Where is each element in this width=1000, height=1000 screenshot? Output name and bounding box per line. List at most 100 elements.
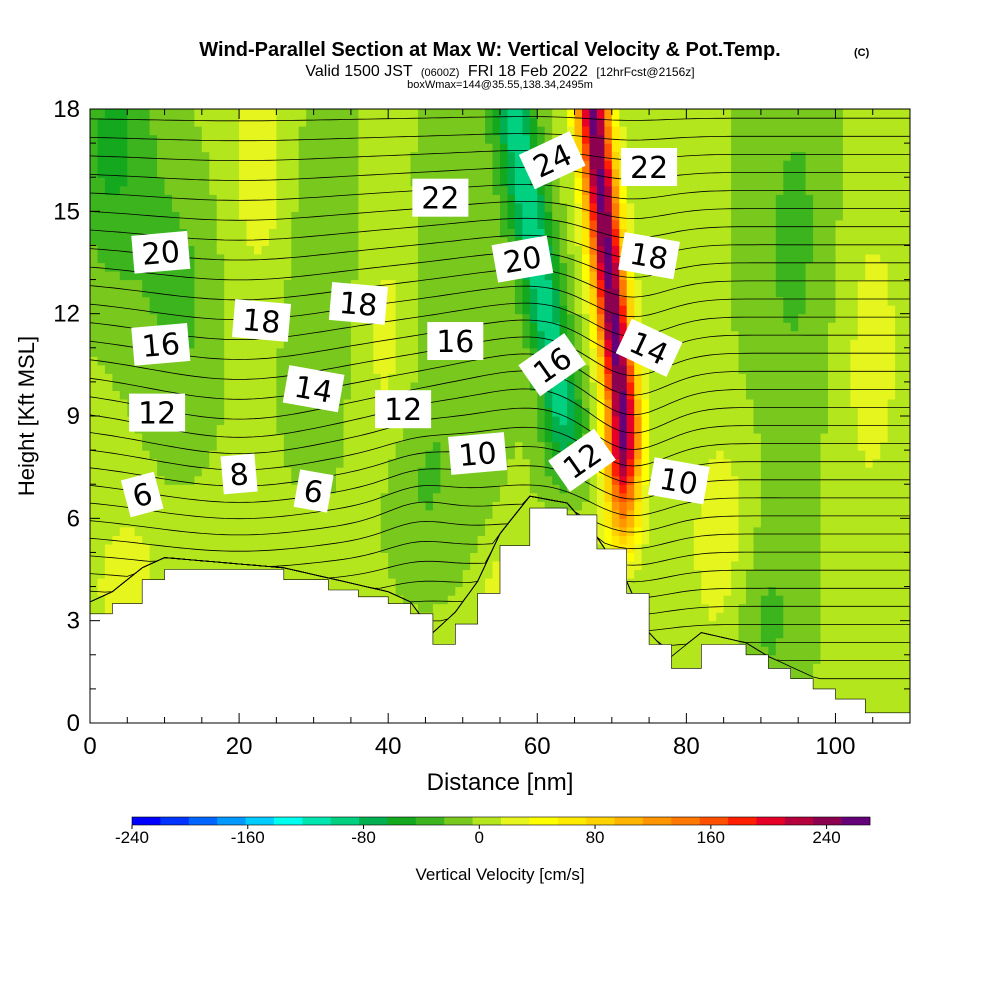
shade-cell bbox=[328, 219, 337, 229]
shade-cell bbox=[283, 202, 292, 212]
shade-cell bbox=[179, 202, 188, 212]
shade-cell bbox=[291, 467, 300, 477]
shade-cell bbox=[224, 526, 233, 536]
shade-cell bbox=[254, 407, 263, 417]
shade-cell bbox=[514, 202, 523, 212]
shade-cell bbox=[485, 424, 494, 434]
shade-cell bbox=[201, 484, 210, 494]
shade-cell bbox=[119, 398, 128, 408]
shade-cell bbox=[157, 177, 166, 187]
shade-cell bbox=[216, 552, 225, 562]
shade-cell bbox=[97, 109, 106, 119]
shade-cell bbox=[544, 185, 553, 195]
shade-cell bbox=[358, 475, 367, 485]
shade-cell bbox=[283, 484, 292, 494]
shade-cell bbox=[246, 211, 255, 221]
shade-cell bbox=[291, 552, 300, 562]
shade-cell bbox=[343, 424, 352, 434]
shade-cell bbox=[477, 561, 486, 571]
shade-cell bbox=[432, 433, 441, 443]
shade-cell bbox=[112, 518, 121, 528]
shade-cell bbox=[462, 398, 471, 408]
shade-cell bbox=[261, 441, 270, 451]
shade-cell bbox=[492, 313, 501, 323]
shade-cell bbox=[157, 433, 166, 443]
shade-cell bbox=[104, 578, 113, 588]
shade-cell bbox=[522, 194, 531, 204]
shade-cell bbox=[485, 578, 494, 588]
shade-cell bbox=[343, 501, 352, 511]
shade-cell bbox=[172, 168, 181, 178]
shade-cell bbox=[582, 492, 591, 502]
shade-cell bbox=[268, 160, 277, 170]
shade-cell bbox=[418, 296, 427, 306]
shade-cell bbox=[164, 518, 173, 528]
shade-cell bbox=[537, 117, 546, 127]
shade-cell bbox=[328, 450, 337, 460]
shade-cell bbox=[544, 433, 553, 443]
shade-cell bbox=[447, 535, 456, 545]
shade-cell bbox=[224, 398, 233, 408]
shade-cell bbox=[477, 492, 486, 502]
shade-cell bbox=[112, 211, 121, 221]
shade-cell bbox=[596, 356, 605, 366]
shade-cell bbox=[261, 245, 270, 255]
shade-cell bbox=[306, 228, 315, 238]
shade-cell bbox=[172, 475, 181, 485]
shade-cell bbox=[246, 117, 255, 127]
shade-cell bbox=[231, 168, 240, 178]
shade-cell bbox=[254, 450, 263, 460]
shade-cell bbox=[559, 262, 568, 272]
shade-cell bbox=[462, 219, 471, 229]
shade-cell bbox=[112, 134, 121, 144]
shade-cell bbox=[276, 356, 285, 366]
shade-cell bbox=[172, 561, 181, 571]
shade-cell bbox=[224, 219, 233, 229]
shade-cell bbox=[104, 219, 113, 229]
shade-cell bbox=[239, 364, 248, 374]
shade-cell bbox=[470, 202, 479, 212]
shade-cell bbox=[574, 236, 583, 246]
shade-cell bbox=[239, 339, 248, 349]
shade-cell bbox=[552, 177, 561, 187]
shade-cell bbox=[514, 117, 523, 127]
shade-cell bbox=[522, 288, 531, 298]
shade-cell bbox=[418, 526, 427, 536]
shade-cell bbox=[90, 330, 99, 340]
shade-cell bbox=[276, 416, 285, 426]
shade-cell bbox=[194, 492, 203, 502]
shade-cell bbox=[514, 151, 523, 161]
shade-cell bbox=[231, 177, 240, 187]
shade-cell bbox=[567, 109, 576, 119]
shade-cell bbox=[477, 236, 486, 246]
shade-cell bbox=[552, 236, 561, 246]
shade-cell bbox=[373, 177, 382, 187]
shade-cell bbox=[209, 484, 218, 494]
shade-cell bbox=[477, 177, 486, 187]
shade-cell bbox=[388, 305, 397, 315]
shade-cell bbox=[440, 143, 449, 153]
shade-cell bbox=[112, 347, 121, 357]
shade-cell bbox=[201, 458, 210, 468]
shade-cell bbox=[522, 219, 531, 229]
shade-cell bbox=[291, 117, 300, 127]
shade-cell bbox=[604, 543, 613, 553]
shade-cell bbox=[492, 501, 501, 511]
shade-cell bbox=[343, 450, 352, 460]
shade-cell bbox=[425, 271, 434, 281]
shade-cell bbox=[455, 151, 464, 161]
shade-cell bbox=[410, 433, 419, 443]
shade-cell bbox=[224, 126, 233, 136]
shade-cell bbox=[186, 433, 195, 443]
shade-cell bbox=[112, 339, 121, 349]
shade-cell bbox=[343, 433, 352, 443]
shade-cell bbox=[514, 219, 523, 229]
shade-cell bbox=[596, 219, 605, 229]
shade-cell bbox=[224, 185, 233, 195]
shade-cell bbox=[447, 262, 456, 272]
shade-cell bbox=[403, 151, 412, 161]
shade-cell bbox=[194, 202, 203, 212]
shade-cell bbox=[328, 202, 337, 212]
shade-cell bbox=[97, 364, 106, 374]
shade-cell bbox=[201, 279, 210, 289]
